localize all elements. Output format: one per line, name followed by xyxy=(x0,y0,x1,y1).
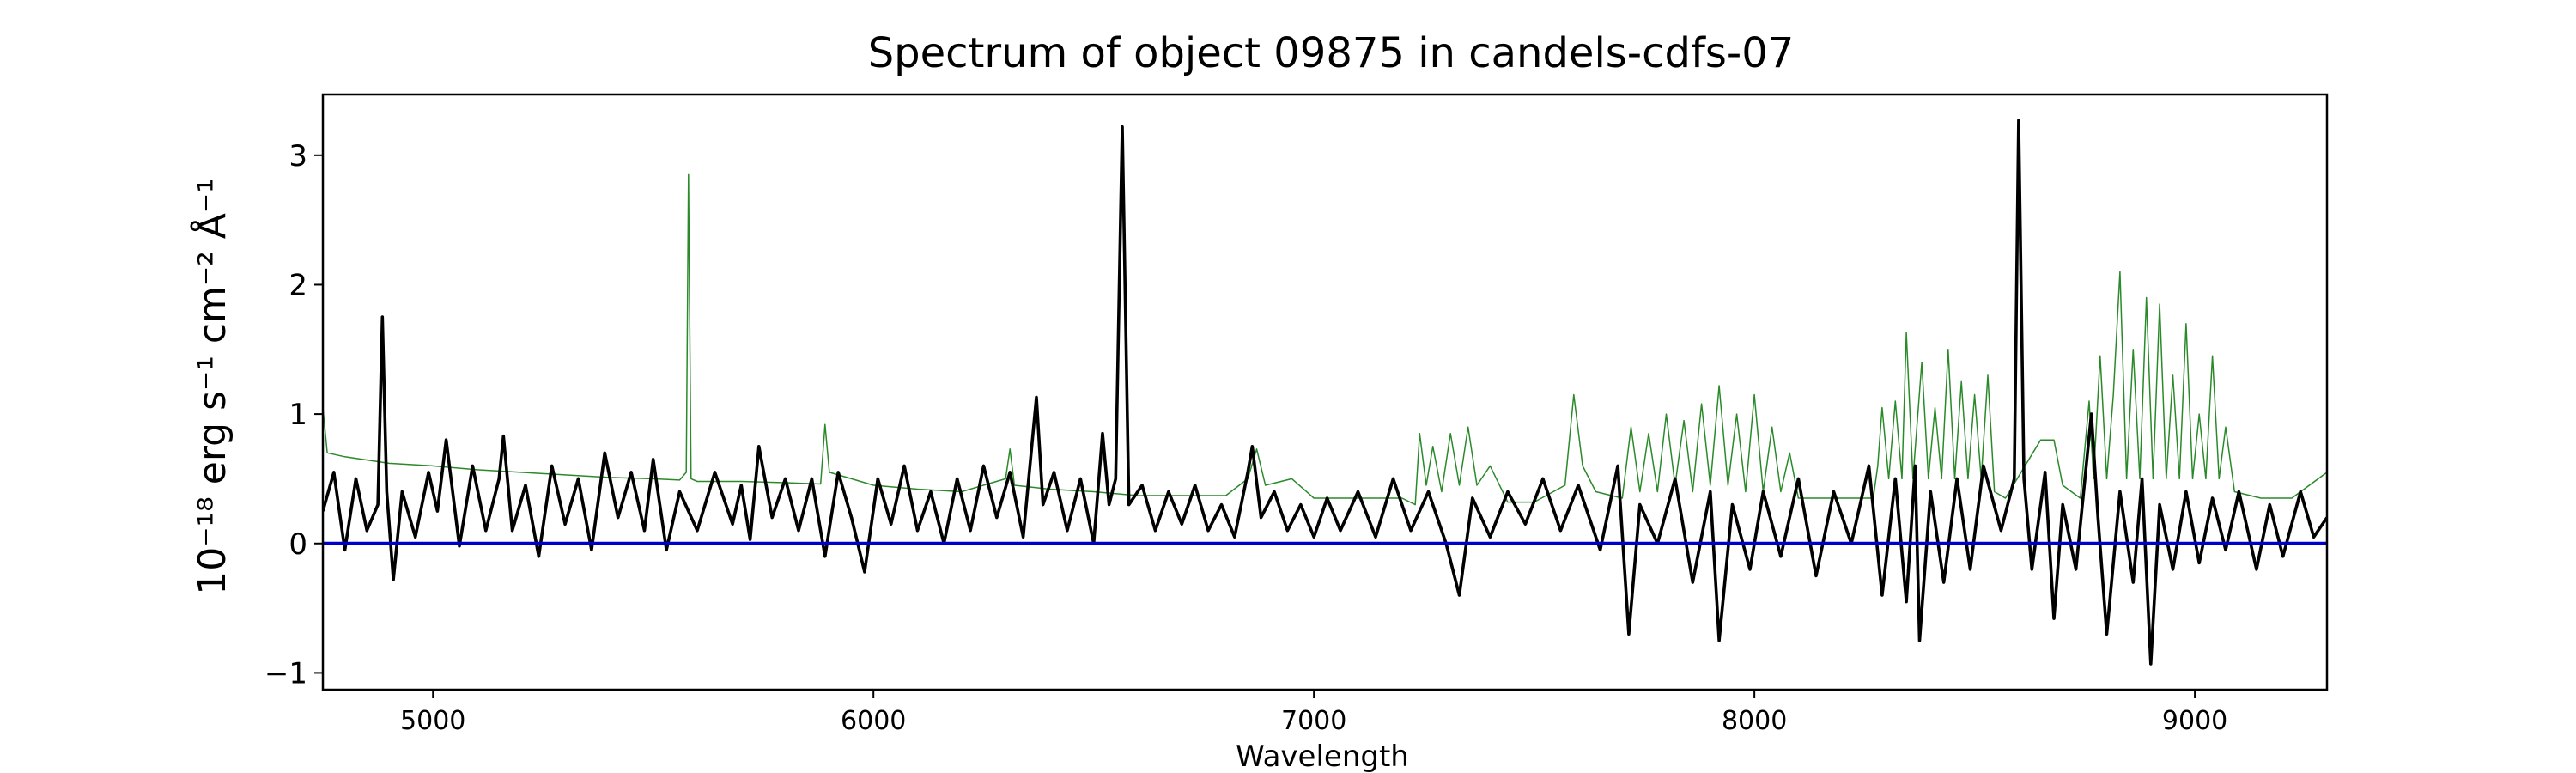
axis-ticks: 5000 6000 7000 8000 9000 −1 0 1 2 3 xyxy=(264,139,2227,736)
plot-area xyxy=(323,119,2327,666)
model-line xyxy=(323,173,2327,506)
x-tick-label: 6000 xyxy=(841,706,906,736)
y-axis-title: 10⁻¹⁸ erg s⁻¹ cm⁻² Å⁻¹ xyxy=(189,178,234,594)
x-tick-label: 9000 xyxy=(2162,706,2227,736)
y-tick-label: 1 xyxy=(289,398,307,432)
chart-title: Spectrum of object 09875 in candels-cdfs… xyxy=(868,29,1795,77)
y-tick-label: 3 xyxy=(289,139,307,173)
x-tick-label: 8000 xyxy=(1722,706,1787,736)
x-tick-label: 5000 xyxy=(400,706,465,736)
x-tick-label: 7000 xyxy=(1281,706,1346,736)
spectrum-line xyxy=(323,119,2327,666)
y-tick-label: 0 xyxy=(289,527,307,562)
y-tick-label: −1 xyxy=(264,656,307,691)
x-axis-title: Wavelength xyxy=(1236,740,1409,773)
y-tick-label: 2 xyxy=(289,268,307,302)
plot-frame xyxy=(321,93,2329,691)
